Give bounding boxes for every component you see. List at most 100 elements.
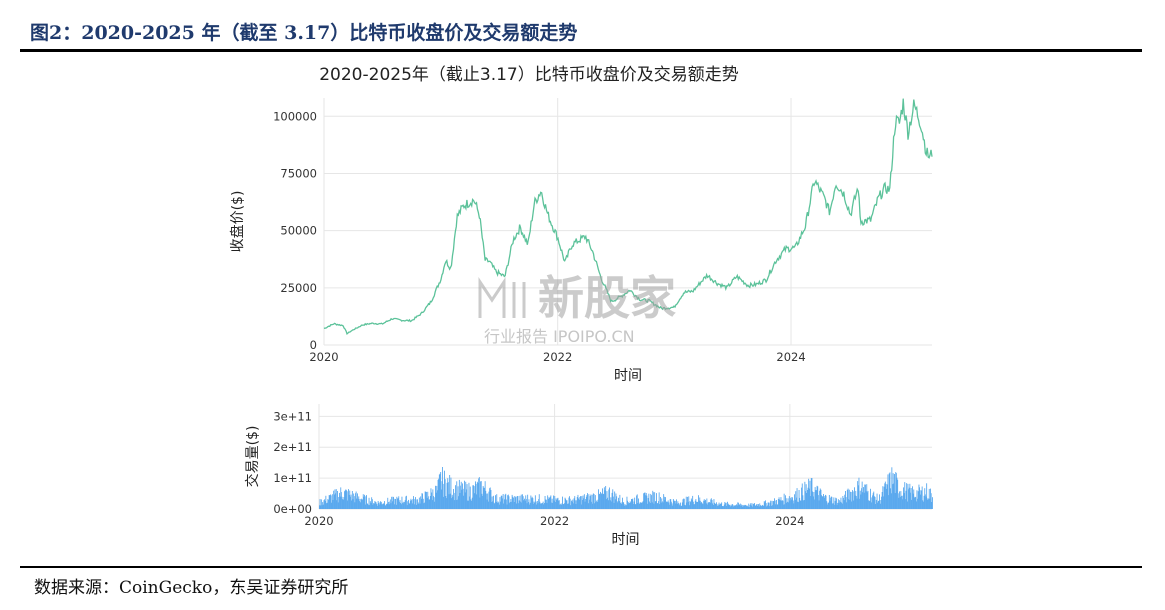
volume-bar	[715, 503, 717, 509]
volume-bar	[588, 494, 590, 509]
volume-bar	[364, 494, 365, 509]
volume-bar	[841, 503, 843, 509]
volume-bar	[767, 502, 769, 509]
volume-bar	[835, 497, 837, 509]
volume-bar	[367, 503, 369, 509]
volume-bar	[360, 502, 362, 509]
volume-bar	[484, 488, 485, 509]
volume-bar	[883, 486, 885, 509]
volume-bar	[838, 502, 840, 509]
volume-bar	[485, 490, 487, 509]
volume-bar	[451, 498, 452, 509]
volume-bar	[800, 500, 802, 509]
volume-bar	[761, 504, 763, 509]
volume-bar	[404, 502, 405, 509]
volume-bar	[371, 497, 373, 509]
volume-bar	[777, 504, 779, 509]
volume-bar	[605, 499, 607, 509]
volume-bar	[607, 497, 608, 509]
bitcoin-chart: 2020-2025年（截止3.17）比特币收盘价及交易额走势 0 25000 500…	[229, 65, 933, 548]
volume-bar	[346, 490, 347, 509]
volume-bar	[887, 474, 889, 509]
volume-bar	[547, 499, 549, 509]
volume-bar	[533, 501, 535, 509]
volume-bar	[514, 496, 516, 509]
x-axis-label: 时间	[614, 368, 642, 384]
volume-bar	[747, 506, 749, 509]
volume-bar	[555, 498, 557, 509]
volume-bar	[348, 494, 350, 509]
volume-bar	[478, 477, 480, 509]
volume-bar	[640, 502, 642, 509]
volume-bar	[408, 499, 409, 509]
volume-bar	[500, 501, 501, 509]
volume-bar	[373, 503, 375, 509]
volume-bar	[860, 494, 862, 509]
volume-bar	[535, 501, 537, 509]
volume-bar	[426, 492, 427, 509]
volume-bar	[886, 488, 888, 509]
y-tick-label: 0	[310, 338, 317, 352]
volume-bar	[648, 493, 650, 509]
volume-bar	[877, 501, 879, 509]
volume-bar	[779, 500, 781, 509]
volume-bar	[814, 487, 816, 509]
y-tick-label: 2e+11	[273, 440, 312, 454]
volume-bar	[511, 501, 512, 509]
volume-bar	[496, 503, 498, 509]
volume-bar	[589, 499, 590, 509]
volume-bar	[550, 495, 552, 509]
volume-bar	[524, 500, 526, 509]
volume-bar	[636, 495, 637, 509]
volume-bar	[900, 491, 902, 509]
volume-bar	[696, 501, 697, 509]
volume-bar	[790, 498, 792, 509]
volume-bar	[827, 502, 829, 509]
volume-bar	[449, 475, 451, 509]
volume-bar	[668, 502, 670, 509]
volume-bar	[749, 504, 751, 509]
y-tick-label: 25000	[280, 281, 317, 295]
x-tick-label: 2024	[776, 350, 805, 364]
volume-bar	[678, 503, 680, 509]
volume-bar	[569, 496, 570, 509]
volume-bar	[505, 493, 507, 509]
volume-bar	[320, 499, 322, 509]
volume-bar	[344, 491, 345, 509]
volume-bar	[819, 490, 821, 509]
volume-bar	[649, 503, 651, 509]
volume-bar	[918, 484, 920, 509]
volume-bar	[534, 502, 536, 509]
volume-bar	[924, 494, 926, 509]
volume-bar	[756, 504, 758, 509]
volume-bar	[466, 489, 467, 509]
volume-bar	[406, 505, 408, 509]
volume-bar	[473, 486, 475, 509]
volume-bar	[377, 501, 379, 509]
volume-bar	[849, 499, 851, 509]
volume-bar	[463, 488, 465, 509]
volume-bar	[683, 498, 685, 509]
volume-bar	[820, 489, 822, 509]
volume-bar	[926, 483, 928, 509]
volume-bar	[496, 494, 498, 509]
volume-bar	[516, 503, 518, 509]
volume-bar	[872, 495, 873, 509]
volume-bar	[714, 502, 715, 509]
volume-bar	[807, 489, 808, 509]
volume-bar	[548, 497, 550, 509]
volume-bar	[743, 505, 744, 509]
volume-bar	[627, 500, 628, 509]
volume-bar	[402, 503, 404, 509]
volume-bar	[493, 495, 494, 509]
volume-bar	[511, 494, 513, 509]
volume-bar	[915, 501, 917, 509]
volume-bar	[783, 504, 784, 509]
volume-bar	[685, 505, 686, 509]
volume-bar	[489, 487, 491, 509]
volume-bar	[379, 502, 381, 509]
volume-bar	[736, 505, 738, 509]
volume-bar	[531, 498, 532, 509]
volume-bar	[663, 496, 665, 509]
volume-bar	[816, 485, 818, 509]
